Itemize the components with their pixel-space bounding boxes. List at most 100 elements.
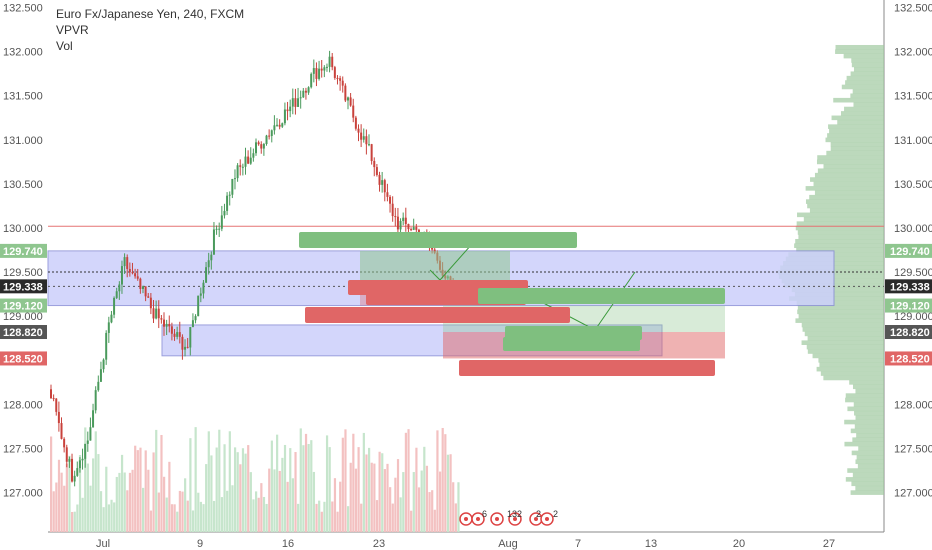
y-tick-right: 131.000 bbox=[894, 135, 932, 147]
volume-bar bbox=[260, 483, 263, 532]
candle-body bbox=[383, 180, 386, 193]
vpvr-bar bbox=[803, 216, 884, 222]
candle-body bbox=[207, 260, 210, 268]
candle-body bbox=[92, 410, 95, 428]
candle-body bbox=[373, 160, 376, 168]
event-marker-dot bbox=[495, 517, 499, 521]
volume-bar bbox=[362, 432, 365, 532]
vpvr-bar bbox=[852, 384, 884, 390]
price-tag-right bbox=[885, 298, 932, 313]
volume-bar bbox=[265, 503, 268, 532]
volume-bar bbox=[431, 490, 434, 532]
candle-body bbox=[178, 332, 181, 337]
vpvr-bar bbox=[813, 181, 884, 187]
candle-body bbox=[415, 227, 418, 230]
candle-body bbox=[265, 135, 268, 145]
candle-body bbox=[223, 210, 226, 216]
event-markers[interactable]: 6 132 2 2 bbox=[459, 509, 558, 526]
candle-body bbox=[152, 308, 155, 319]
candle-body bbox=[375, 167, 378, 175]
candle-body bbox=[378, 174, 381, 185]
candle-body bbox=[73, 475, 76, 482]
candle-body bbox=[57, 411, 60, 424]
vpvr-bar bbox=[850, 93, 884, 99]
vpvr-bar bbox=[819, 362, 884, 368]
candle-body bbox=[65, 447, 68, 462]
vpvr-bar bbox=[850, 428, 884, 434]
candle-body bbox=[218, 228, 221, 230]
candle-body bbox=[320, 68, 323, 71]
volume-bar bbox=[131, 469, 134, 532]
trade2-ratio-label-box bbox=[503, 337, 640, 351]
volume-bar bbox=[375, 500, 379, 532]
price-tag-right-label: 129.120 bbox=[890, 301, 930, 313]
candle-body bbox=[344, 85, 347, 101]
volume-bar bbox=[255, 491, 258, 532]
candle-body bbox=[99, 369, 102, 382]
event-marker-dot bbox=[513, 517, 517, 521]
candle-body bbox=[110, 314, 113, 323]
candle-body bbox=[399, 220, 402, 230]
price-tag-left-label: 129.740 bbox=[3, 246, 43, 258]
volume-bar bbox=[228, 431, 231, 532]
vpvr-bar bbox=[823, 375, 884, 381]
candle-body bbox=[352, 105, 355, 118]
volume-bar bbox=[197, 492, 200, 532]
volume-bar bbox=[315, 503, 318, 532]
candle-body bbox=[128, 268, 131, 273]
volume-bar bbox=[92, 458, 95, 532]
candle-body bbox=[410, 229, 413, 231]
volume-bar bbox=[399, 497, 402, 532]
candle-body bbox=[139, 278, 142, 289]
volume-bar bbox=[210, 455, 213, 532]
event-count: 6 bbox=[482, 509, 487, 519]
x-tick: 20 bbox=[733, 538, 745, 550]
vpvr-bar bbox=[853, 67, 884, 72]
volume-bar bbox=[194, 427, 197, 532]
price-tag-left bbox=[0, 243, 47, 258]
volume-bar bbox=[378, 451, 381, 532]
event-marker-dot bbox=[464, 517, 468, 521]
volume-bar bbox=[344, 429, 347, 532]
candle-body bbox=[318, 68, 321, 79]
candle-body bbox=[362, 136, 365, 140]
candle-body bbox=[215, 228, 218, 230]
price-axis[interactable]: 127.000 127.000 127.500 127.500 128.000 128.0… bbox=[0, 3, 932, 500]
y-tick-right: 129.500 bbox=[894, 267, 932, 279]
candle-body bbox=[147, 296, 150, 298]
volume-bar bbox=[84, 427, 87, 532]
volume-bar bbox=[302, 445, 305, 532]
trade-positions[interactable] bbox=[299, 232, 725, 376]
vpvr-bar bbox=[809, 208, 884, 213]
volume-bar bbox=[262, 496, 266, 532]
volume-profile bbox=[777, 44, 884, 495]
candle-body bbox=[78, 460, 81, 469]
volume-bar bbox=[281, 457, 284, 532]
candle-body bbox=[349, 97, 352, 106]
volume-bar bbox=[352, 433, 355, 532]
time-axis[interactable]: Jul 9 16 23 Aug 7 13 20 27 bbox=[96, 538, 835, 550]
candle-body bbox=[228, 194, 231, 196]
symbol-title[interactable]: Euro Fx/Japanese Yen, 240, FXCM bbox=[56, 7, 245, 21]
volume-bar bbox=[370, 462, 373, 532]
candle-body bbox=[60, 423, 63, 439]
x-tick: 9 bbox=[197, 538, 203, 550]
volume-bar bbox=[373, 463, 376, 532]
volume-bar bbox=[128, 472, 132, 532]
trade2-pnl-label-box bbox=[505, 326, 642, 340]
indicator-vol[interactable]: Vol bbox=[56, 39, 73, 53]
vpvr-bar bbox=[802, 327, 884, 332]
volume-bar bbox=[294, 452, 297, 532]
candle-body bbox=[315, 68, 318, 79]
volume-bar bbox=[86, 463, 89, 532]
volume-bar bbox=[147, 469, 150, 532]
volume-bar bbox=[99, 491, 103, 532]
indicator-vpvr[interactable]: VPVR bbox=[56, 23, 89, 37]
candle-body bbox=[186, 346, 189, 348]
candle-body bbox=[370, 144, 373, 161]
candle-body bbox=[310, 73, 313, 88]
candle-body bbox=[63, 438, 66, 448]
x-tick: Jul bbox=[96, 538, 110, 550]
candle-body bbox=[339, 78, 342, 81]
